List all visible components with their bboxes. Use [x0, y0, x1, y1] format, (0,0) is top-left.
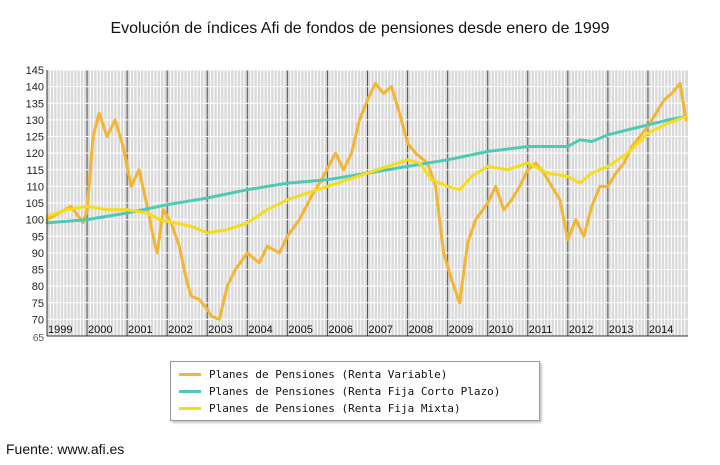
y-tick-label: 145: [26, 65, 44, 77]
series-line-2: [45, 115, 688, 225]
legend-swatch: [179, 389, 201, 393]
y-tick-label: 105: [26, 198, 44, 210]
y-tick-label: 135: [26, 98, 44, 110]
legend-swatch: [179, 372, 201, 376]
y-tick-label: 85: [32, 265, 44, 277]
legend-label: Planes de Pensiones (Renta Fija Corto Pl…: [209, 385, 501, 398]
y-tick-label: 140: [26, 82, 44, 94]
x-tick-label: 2006: [328, 324, 352, 336]
x-tick-label: 2003: [208, 324, 232, 336]
y-tick-label: 120: [26, 148, 44, 160]
series-line-3: [45, 115, 688, 235]
line-chart: 70 75 80 85 90 95 100 105 110 115 120 125 130 135 140 1…: [26, 65, 688, 344]
x-tick-label: 2014: [649, 324, 673, 336]
x-tick-label: 2001: [128, 324, 152, 336]
x-tick-label: 2009: [449, 324, 473, 336]
y-tick-label: 95: [32, 231, 44, 243]
x-tick-label: 1999: [48, 324, 72, 336]
legend-swatch: [179, 406, 201, 410]
legend-label: Planes de Pensiones (Renta Fija Mixta): [209, 402, 461, 415]
legend-item-renta-fija-mixta: Planes de Pensiones (Renta Fija Mixta): [179, 401, 461, 417]
x-tick-label: 2012: [569, 324, 593, 336]
x-tick-label: 2004: [248, 324, 272, 336]
y-tick-label: 125: [26, 132, 44, 144]
legend: Planes de Pensiones (Renta Variable) Pla…: [170, 361, 540, 421]
series-line-1: [45, 81, 688, 321]
y-tick-label: 100: [26, 215, 44, 227]
y-tick-label: 90: [32, 248, 44, 260]
chart-title: Evolución de índices Afi de fondos de pe…: [110, 20, 610, 37]
source-note: Fuente: www.afi.es: [6, 441, 125, 457]
x-tick-label: 2011: [529, 324, 553, 336]
x-tick-label: 2013: [609, 324, 633, 336]
x-tick-label: 2005: [288, 324, 312, 336]
y-tick-label: 65: [33, 333, 45, 344]
y-tick-label: 115: [26, 165, 44, 177]
y-tick-label: 80: [32, 281, 44, 293]
y-tick-label: 130: [26, 115, 44, 127]
x-tick-label: 2002: [168, 324, 192, 336]
legend-item-renta-variable: Planes de Pensiones (Renta Variable): [179, 367, 447, 383]
legend-item-renta-fija-corto-plazo: Planes de Pensiones (Renta Fija Corto Pl…: [179, 384, 500, 400]
legend-label: Planes de Pensiones (Renta Variable): [209, 368, 448, 381]
x-tick-label: 2000: [88, 324, 112, 336]
y-tick-label: 110: [26, 181, 44, 193]
y-tick-label: 75: [32, 298, 44, 310]
x-tick-label: 2010: [489, 324, 513, 336]
y-tick-label: 70: [32, 314, 44, 326]
x-tick-label: 2007: [369, 324, 393, 336]
x-tick-label: 2008: [409, 324, 433, 336]
